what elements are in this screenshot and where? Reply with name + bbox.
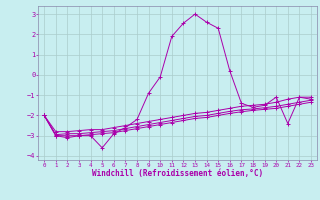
X-axis label: Windchill (Refroidissement éolien,°C): Windchill (Refroidissement éolien,°C) bbox=[92, 169, 263, 178]
